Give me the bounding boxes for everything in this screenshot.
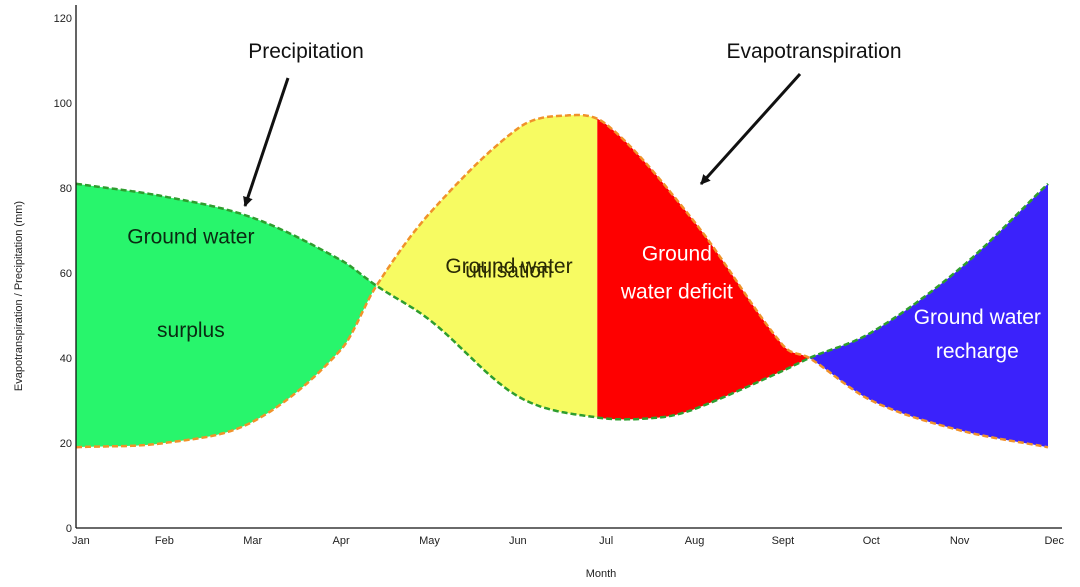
x-tick-label: Feb bbox=[155, 535, 174, 547]
x-tick-label: Dec bbox=[1044, 535, 1064, 547]
x-axis-title: Month bbox=[586, 568, 617, 580]
series-line-precipitation bbox=[75, 182, 1049, 421]
x-tick-label: Jan bbox=[72, 535, 90, 547]
annotation-evapotranspiration: Evapotranspiration bbox=[726, 40, 901, 63]
y-tick-label: 40 bbox=[60, 353, 72, 365]
y-tick-label: 20 bbox=[60, 438, 72, 450]
x-tick-label: Apr bbox=[333, 535, 350, 547]
region-label-4: Ground water bbox=[914, 306, 1041, 329]
region-label-4: recharge bbox=[936, 340, 1019, 363]
y-tick-label: 80 bbox=[60, 183, 72, 195]
y-tick-label: 0 bbox=[66, 523, 72, 535]
x-tick-label: Mar bbox=[243, 535, 262, 547]
annotation-precipitation-arrow bbox=[243, 77, 290, 207]
x-tick-label: Nov bbox=[950, 535, 970, 547]
x-tick-label: Sept bbox=[772, 535, 795, 547]
region-area-4 bbox=[809, 183, 1048, 448]
y-tick-label: 60 bbox=[60, 268, 72, 280]
x-tick-label: May bbox=[419, 535, 440, 547]
x-tick-label: Jul bbox=[599, 535, 613, 547]
y-tick-label: 120 bbox=[54, 13, 72, 25]
x-tick-label: Oct bbox=[863, 535, 880, 547]
region-area-1 bbox=[76, 183, 377, 448]
region-label-1: Ground water bbox=[127, 225, 254, 248]
region-label-3: water deficit bbox=[620, 281, 733, 304]
region-label-1: surplus bbox=[157, 319, 225, 342]
region-label-2: utilisation bbox=[465, 259, 553, 282]
region-area-2 bbox=[376, 115, 598, 418]
x-tick-label: Aug bbox=[685, 535, 705, 547]
region-label-3: Ground bbox=[642, 242, 712, 265]
annotation-evapotranspiration-arrow bbox=[699, 72, 802, 186]
series-line-evapotranspiration bbox=[75, 113, 1049, 449]
y-axis-title: Evapotranspiration / Precipitation (mm) bbox=[13, 201, 25, 391]
region-label-2: Ground water bbox=[445, 255, 572, 278]
y-tick-label: 100 bbox=[54, 98, 72, 110]
region-area-3 bbox=[597, 118, 810, 420]
annotation-precipitation: Precipitation bbox=[248, 40, 364, 63]
x-tick-label: Jun bbox=[509, 535, 527, 547]
